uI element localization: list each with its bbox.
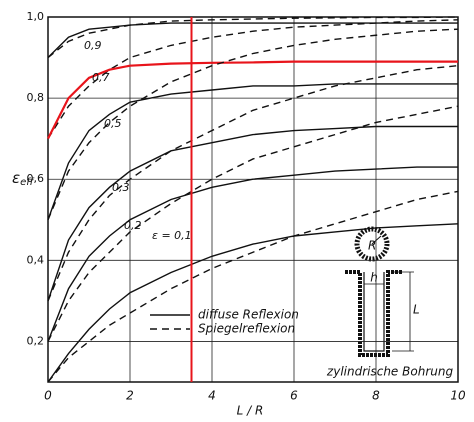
curve-label: 0,2	[124, 219, 142, 232]
curve-label: 0,3	[112, 181, 130, 194]
length-label: L	[413, 303, 420, 317]
y-axis-label: εeff	[12, 169, 35, 189]
specular-curve	[47, 19, 459, 140]
diffuse-curve	[47, 125, 458, 302]
y-tick-label: 0,6	[27, 172, 45, 185]
specular-curve	[47, 16, 459, 59]
legend-label: Spiegelreflexion	[198, 322, 295, 336]
inset-diagram	[345, 226, 414, 357]
x-tick-label: 4	[208, 389, 216, 403]
curve-label: ε = 0,1	[152, 229, 192, 242]
x-tick-label: 0	[44, 389, 52, 403]
specular-curve	[47, 28, 459, 221]
diffuse-curve	[47, 223, 459, 383]
curve-label: 0,5	[104, 117, 122, 130]
y-tick-label: 1,0	[27, 10, 45, 23]
curve-label: 0,7	[92, 71, 110, 84]
width-label: h	[370, 271, 378, 285]
plot-frame	[47, 16, 459, 383]
y-tick-label: 0,4	[27, 253, 45, 266]
specular-curve	[47, 105, 459, 342]
diffuse-curve	[47, 166, 458, 342]
diffuse-curve	[47, 83, 458, 221]
curve-label: 0,9	[84, 39, 102, 52]
x-tick-label: 10	[450, 389, 466, 403]
x-tick-label: 2	[126, 389, 134, 403]
y-tick-label: 0,2	[27, 334, 45, 347]
y-tick-label: 0,8	[27, 91, 45, 104]
x-tick-label: 8	[372, 389, 380, 403]
specular-curve	[47, 190, 459, 383]
legend-label: diffuse Reflexion	[198, 308, 299, 322]
y-axis-symbol: ε	[12, 169, 20, 187]
specular-curve	[47, 64, 459, 302]
x-tick-label: 6	[290, 389, 298, 403]
diffuse-curve	[47, 60, 458, 140]
radius-label: R	[368, 239, 376, 253]
x-axis-label: L / R	[237, 404, 264, 418]
y-axis-subscript: eff	[20, 177, 35, 188]
diffuse-curve	[47, 22, 458, 59]
inset-caption: zylindrische Bohrung	[326, 365, 454, 379]
